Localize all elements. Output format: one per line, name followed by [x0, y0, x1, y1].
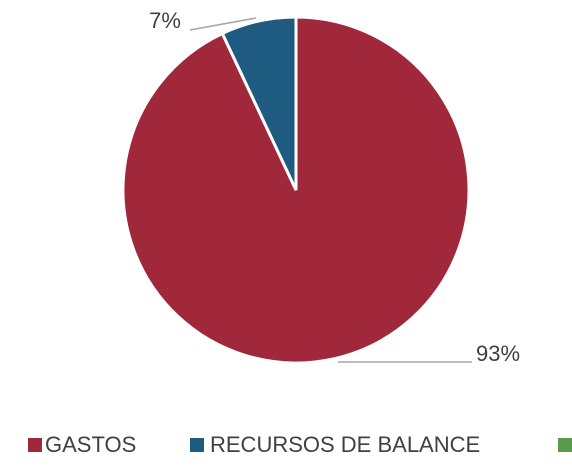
legend-label: RECURSOS DE BALANCE: [210, 432, 480, 457]
pie-slice: [220, 15, 298, 191]
legend-label: GASTOS: [45, 432, 136, 457]
data-label: 93%: [476, 341, 520, 366]
legend-swatch: [28, 438, 42, 452]
legend-swatch: [190, 438, 204, 452]
data-label: 7%: [149, 8, 181, 33]
leader-line: [189, 17, 257, 31]
legend-swatch-cut: [558, 438, 572, 452]
